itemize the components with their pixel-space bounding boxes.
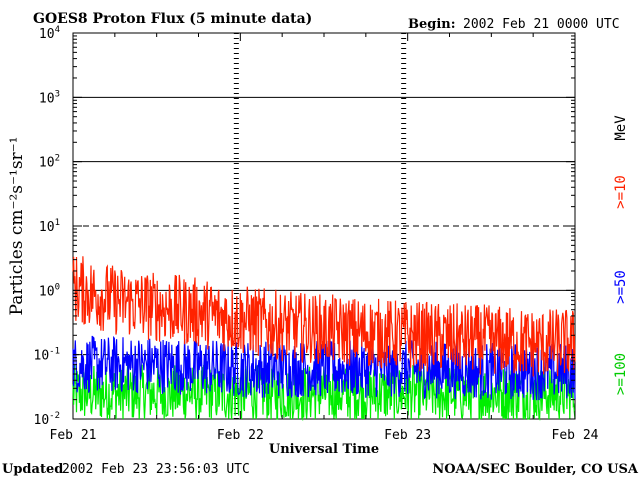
- y-tick-label-6: 104: [39, 25, 60, 42]
- legend-100: >=100: [613, 353, 629, 395]
- updated-label: Updated: [2, 462, 63, 477]
- legend-unit: MeV: [613, 115, 629, 141]
- y-tick-label-5: 103: [39, 89, 60, 106]
- x-ticks: Feb 21 Feb 22 Feb 23 Feb 24: [50, 33, 599, 443]
- y-tick-label-0: 10-2: [34, 411, 61, 428]
- series-line-10mev: [72, 256, 576, 377]
- legend-50: >=50: [613, 270, 629, 304]
- y-axis-label: Particles cm⁻²s⁻¹sr⁻¹: [7, 137, 27, 316]
- x-tick-label-0: Feb 21: [50, 428, 97, 443]
- legend-10: >=10: [613, 175, 629, 209]
- y-tick-label-4: 102: [39, 154, 60, 171]
- series-line-50mev: [72, 335, 576, 401]
- x-axis-label: Universal Time: [269, 442, 379, 457]
- credit: NOAA/SEC Boulder, CO USA: [432, 462, 639, 477]
- begin-value: 2002 Feb 21 0000 UTC: [463, 17, 620, 32]
- y-tick-label-2: 100: [39, 282, 60, 299]
- begin-label: Begin:: [408, 17, 456, 32]
- series-layer: [72, 256, 576, 422]
- chart-title: GOES8 Proton Flux (5 minute data): [33, 11, 312, 27]
- y-ticks: 10-2 10-1 100 101 102 103 104: [34, 25, 575, 428]
- y-tick-label-1: 10-1: [34, 347, 61, 364]
- y-tick-label-3: 101: [39, 218, 60, 235]
- x-tick-label-3: Feb 24: [552, 428, 599, 443]
- updated-value: 2002 Feb 23 23:56:03 UTC: [62, 462, 250, 477]
- x-tick-label-1: Feb 22: [217, 428, 264, 443]
- x-tick-label-2: Feb 23: [384, 428, 431, 443]
